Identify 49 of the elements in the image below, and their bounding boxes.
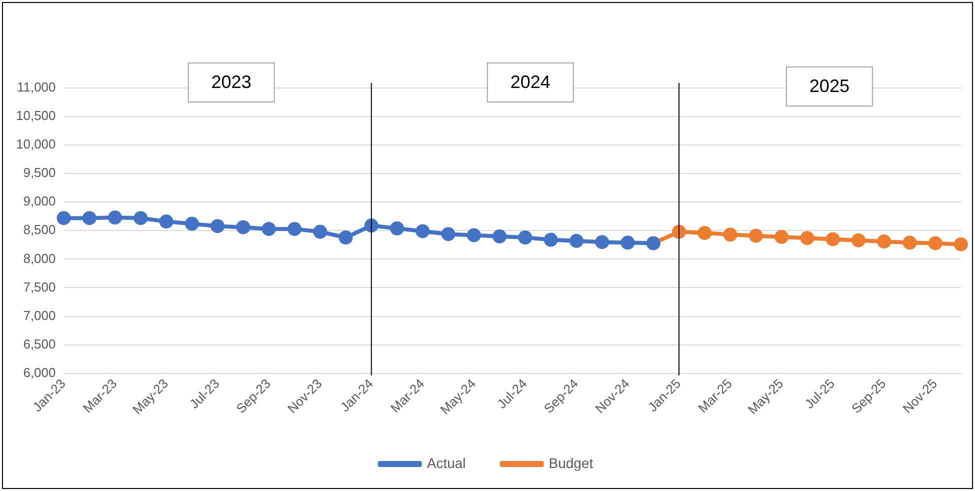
- point: [902, 236, 917, 250]
- y-tick-label: 9,500: [23, 165, 56, 180]
- point: [569, 234, 584, 248]
- point: [595, 235, 610, 250]
- point: [877, 234, 892, 248]
- point: [236, 220, 250, 234]
- point: [466, 228, 481, 242]
- y-tick-label: 9,000: [23, 194, 56, 209]
- y-tick-label: 7,500: [23, 279, 56, 294]
- y-tick-label: 8,000: [23, 250, 56, 266]
- point: [262, 222, 276, 236]
- point: [210, 219, 225, 234]
- y-tick-label: 10,000: [16, 136, 56, 152]
- point: [159, 214, 174, 229]
- point: [108, 210, 122, 225]
- point: [492, 229, 507, 244]
- point: [826, 232, 840, 246]
- point: [748, 228, 763, 243]
- point: [851, 233, 866, 248]
- point: [390, 221, 404, 236]
- y-tick-label: 6,500: [23, 336, 56, 352]
- legend-label: Budget: [548, 454, 594, 471]
- point: [313, 224, 328, 239]
- annotation: 2024: [510, 72, 550, 92]
- point: [774, 230, 789, 244]
- y-tick-label: 8,500: [23, 222, 56, 238]
- point: [698, 226, 712, 240]
- point: [800, 231, 814, 246]
- point: [338, 230, 353, 245]
- point: [544, 232, 558, 247]
- legend-label: Actual: [426, 454, 466, 471]
- point: [620, 236, 635, 250]
- point: [954, 237, 968, 252]
- point: [184, 216, 199, 231]
- y-tick-label: 6,000: [23, 364, 56, 380]
- point: [56, 211, 71, 226]
- y-tick-label: 10,500: [16, 108, 56, 124]
- y-tick-label: 7,000: [23, 308, 56, 323]
- point: [518, 230, 532, 245]
- point: [723, 228, 738, 242]
- point: [441, 227, 456, 242]
- point: [287, 222, 302, 236]
- point: [416, 224, 430, 238]
- annotation: 2023: [211, 72, 252, 92]
- annotation: 2025: [809, 76, 850, 96]
- point: [134, 211, 148, 226]
- point: [928, 236, 942, 250]
- point: [82, 211, 96, 226]
- y-tick-label: 11,000: [16, 80, 56, 95]
